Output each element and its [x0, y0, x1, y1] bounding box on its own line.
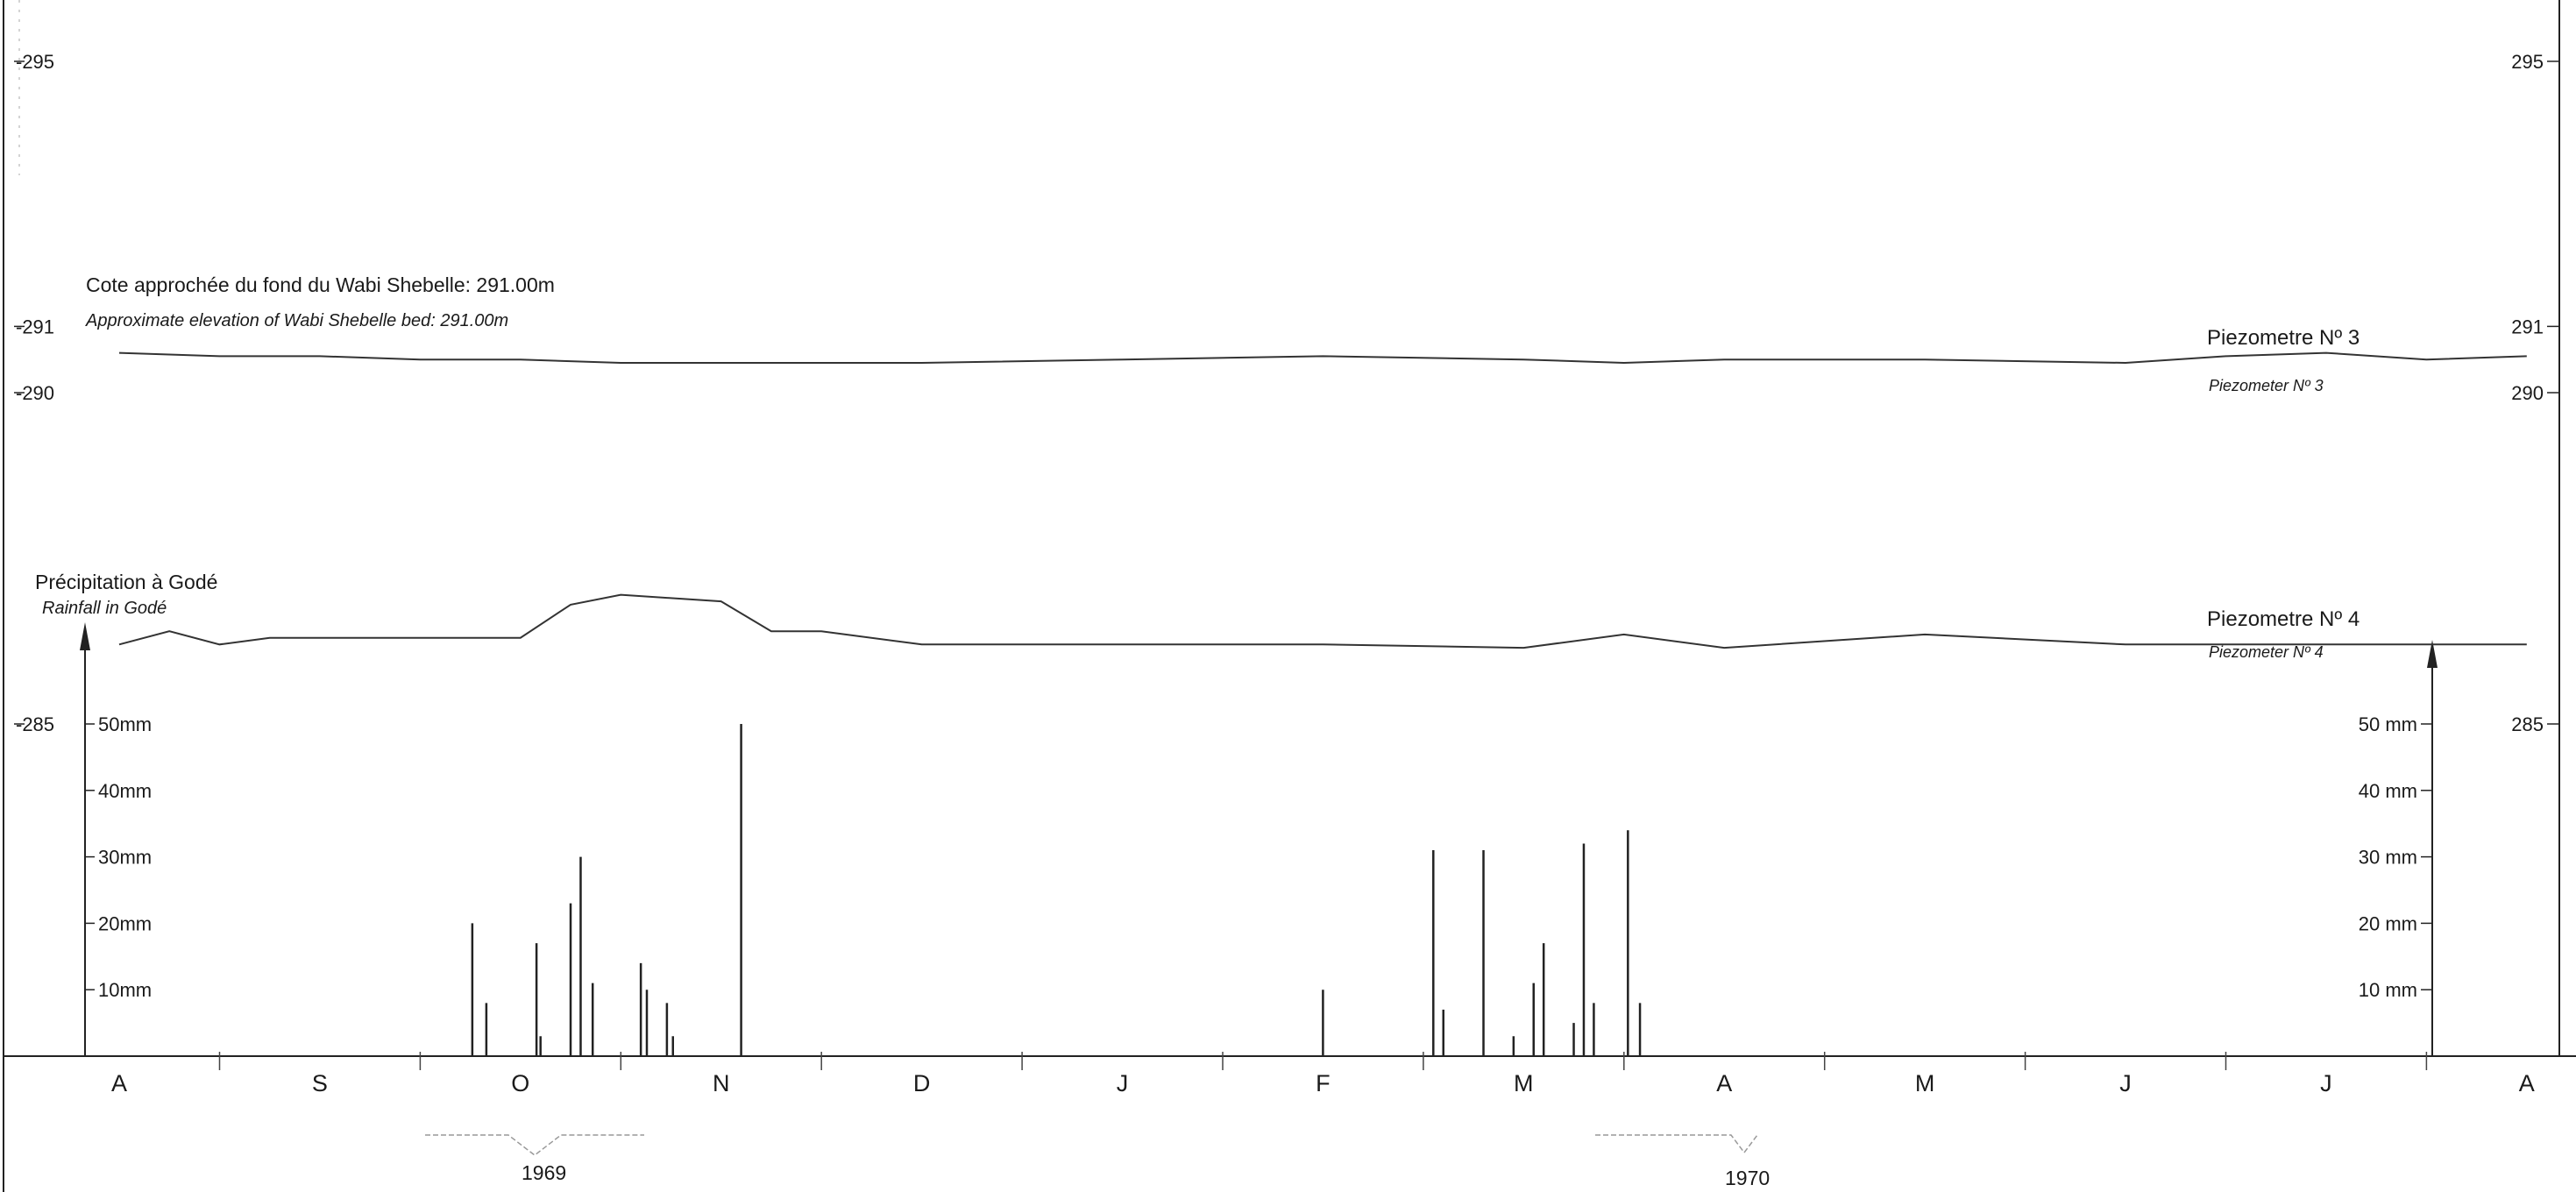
- year-1970: 1970: [1725, 1167, 1770, 1189]
- month-label-9: M: [1915, 1070, 1935, 1096]
- piezometer-3-line: [118, 351, 2527, 365]
- month-label-8: A: [1716, 1070, 1732, 1096]
- rain-left-tick-label-40: 40mm: [98, 780, 152, 802]
- month-label-2: O: [511, 1070, 529, 1096]
- right-tick-label-290: 290: [2511, 382, 2544, 404]
- year-1970-bracket: [1595, 1134, 1758, 1154]
- right-axis-ticks: 295 291 290 285: [2511, 51, 2559, 735]
- rain-axis-right-arrow: [2427, 640, 2438, 668]
- rain-axis-left-arrow: [80, 622, 90, 650]
- left-tick-label-290: -290: [16, 382, 54, 404]
- right-tick-label-285: 285: [2511, 713, 2544, 735]
- piezo4-label-en: Piezometer Nº 4: [2209, 643, 2324, 661]
- rain-right-tick-label-10: 10 mm: [2359, 979, 2417, 1001]
- year-1969: 1969: [522, 1161, 566, 1184]
- left-tick-label-291: -291: [16, 316, 54, 337]
- right-tick-label-291: 291: [2511, 316, 2544, 337]
- rain-axis-right-ticks: 50 mm 40 mm 30 mm 20 mm 10 mm: [2359, 713, 2432, 1001]
- month-label-10: J: [2119, 1070, 2132, 1096]
- rainfall-bars: [471, 724, 1642, 1056]
- rainfall-title-en: Rainfall in Godé: [42, 599, 167, 618]
- rain-left-tick-label-10: 10mm: [98, 979, 152, 1001]
- left-axis-ticks: -295 -291 -290 -285: [14, 51, 54, 735]
- month-label-5: J: [1117, 1070, 1129, 1096]
- piezo4-label: Piezometre Nº 4: [2207, 607, 2360, 631]
- month-label-7: M: [1514, 1070, 1534, 1096]
- rain-right-tick-label-20: 20 mm: [2359, 912, 2417, 934]
- rain-left-tick-label-20: 20mm: [98, 912, 152, 934]
- month-label-3: N: [713, 1070, 730, 1096]
- year-1969-bracket: [425, 1134, 644, 1156]
- rain-left-tick-label-30: 30mm: [98, 847, 152, 869]
- left-tick-label-295: -295: [16, 51, 54, 73]
- rain-left-tick-label-50: 50mm: [98, 713, 152, 735]
- month-label-4: D: [913, 1070, 931, 1096]
- piezometer-series: [118, 351, 2527, 649]
- month-label-1: S: [312, 1070, 328, 1096]
- month-label-0: A: [111, 1070, 127, 1096]
- month-label-12: A: [2519, 1070, 2535, 1096]
- rain-right-tick-label-50: 50 mm: [2359, 713, 2417, 735]
- bed-elevation-fr: Cote approchée du fond du Wabi Shebelle:…: [86, 273, 555, 296]
- rainfall-title-fr: Précipitation à Godé: [35, 571, 217, 593]
- right-tick-label-295: 295: [2511, 51, 2544, 73]
- piezo3-label-en: Piezometer Nº 3: [2209, 377, 2324, 394]
- rain-axis-left-ticks: 50mm 40mm 30mm 20mm 10mm: [85, 713, 152, 1001]
- month-label-6: F: [1316, 1070, 1331, 1096]
- month-label-11: J: [2320, 1070, 2332, 1096]
- bed-elevation-en: Approximate elevation of Wabi Shebelle b…: [85, 311, 508, 330]
- left-tick-label-285: -285: [16, 713, 54, 735]
- piezometer-4-line: [118, 593, 2527, 649]
- rain-right-tick-label-30: 30 mm: [2359, 847, 2417, 869]
- piezo3-label: Piezometre Nº 3: [2207, 326, 2360, 350]
- rain-right-tick-label-40: 40 mm: [2359, 780, 2417, 802]
